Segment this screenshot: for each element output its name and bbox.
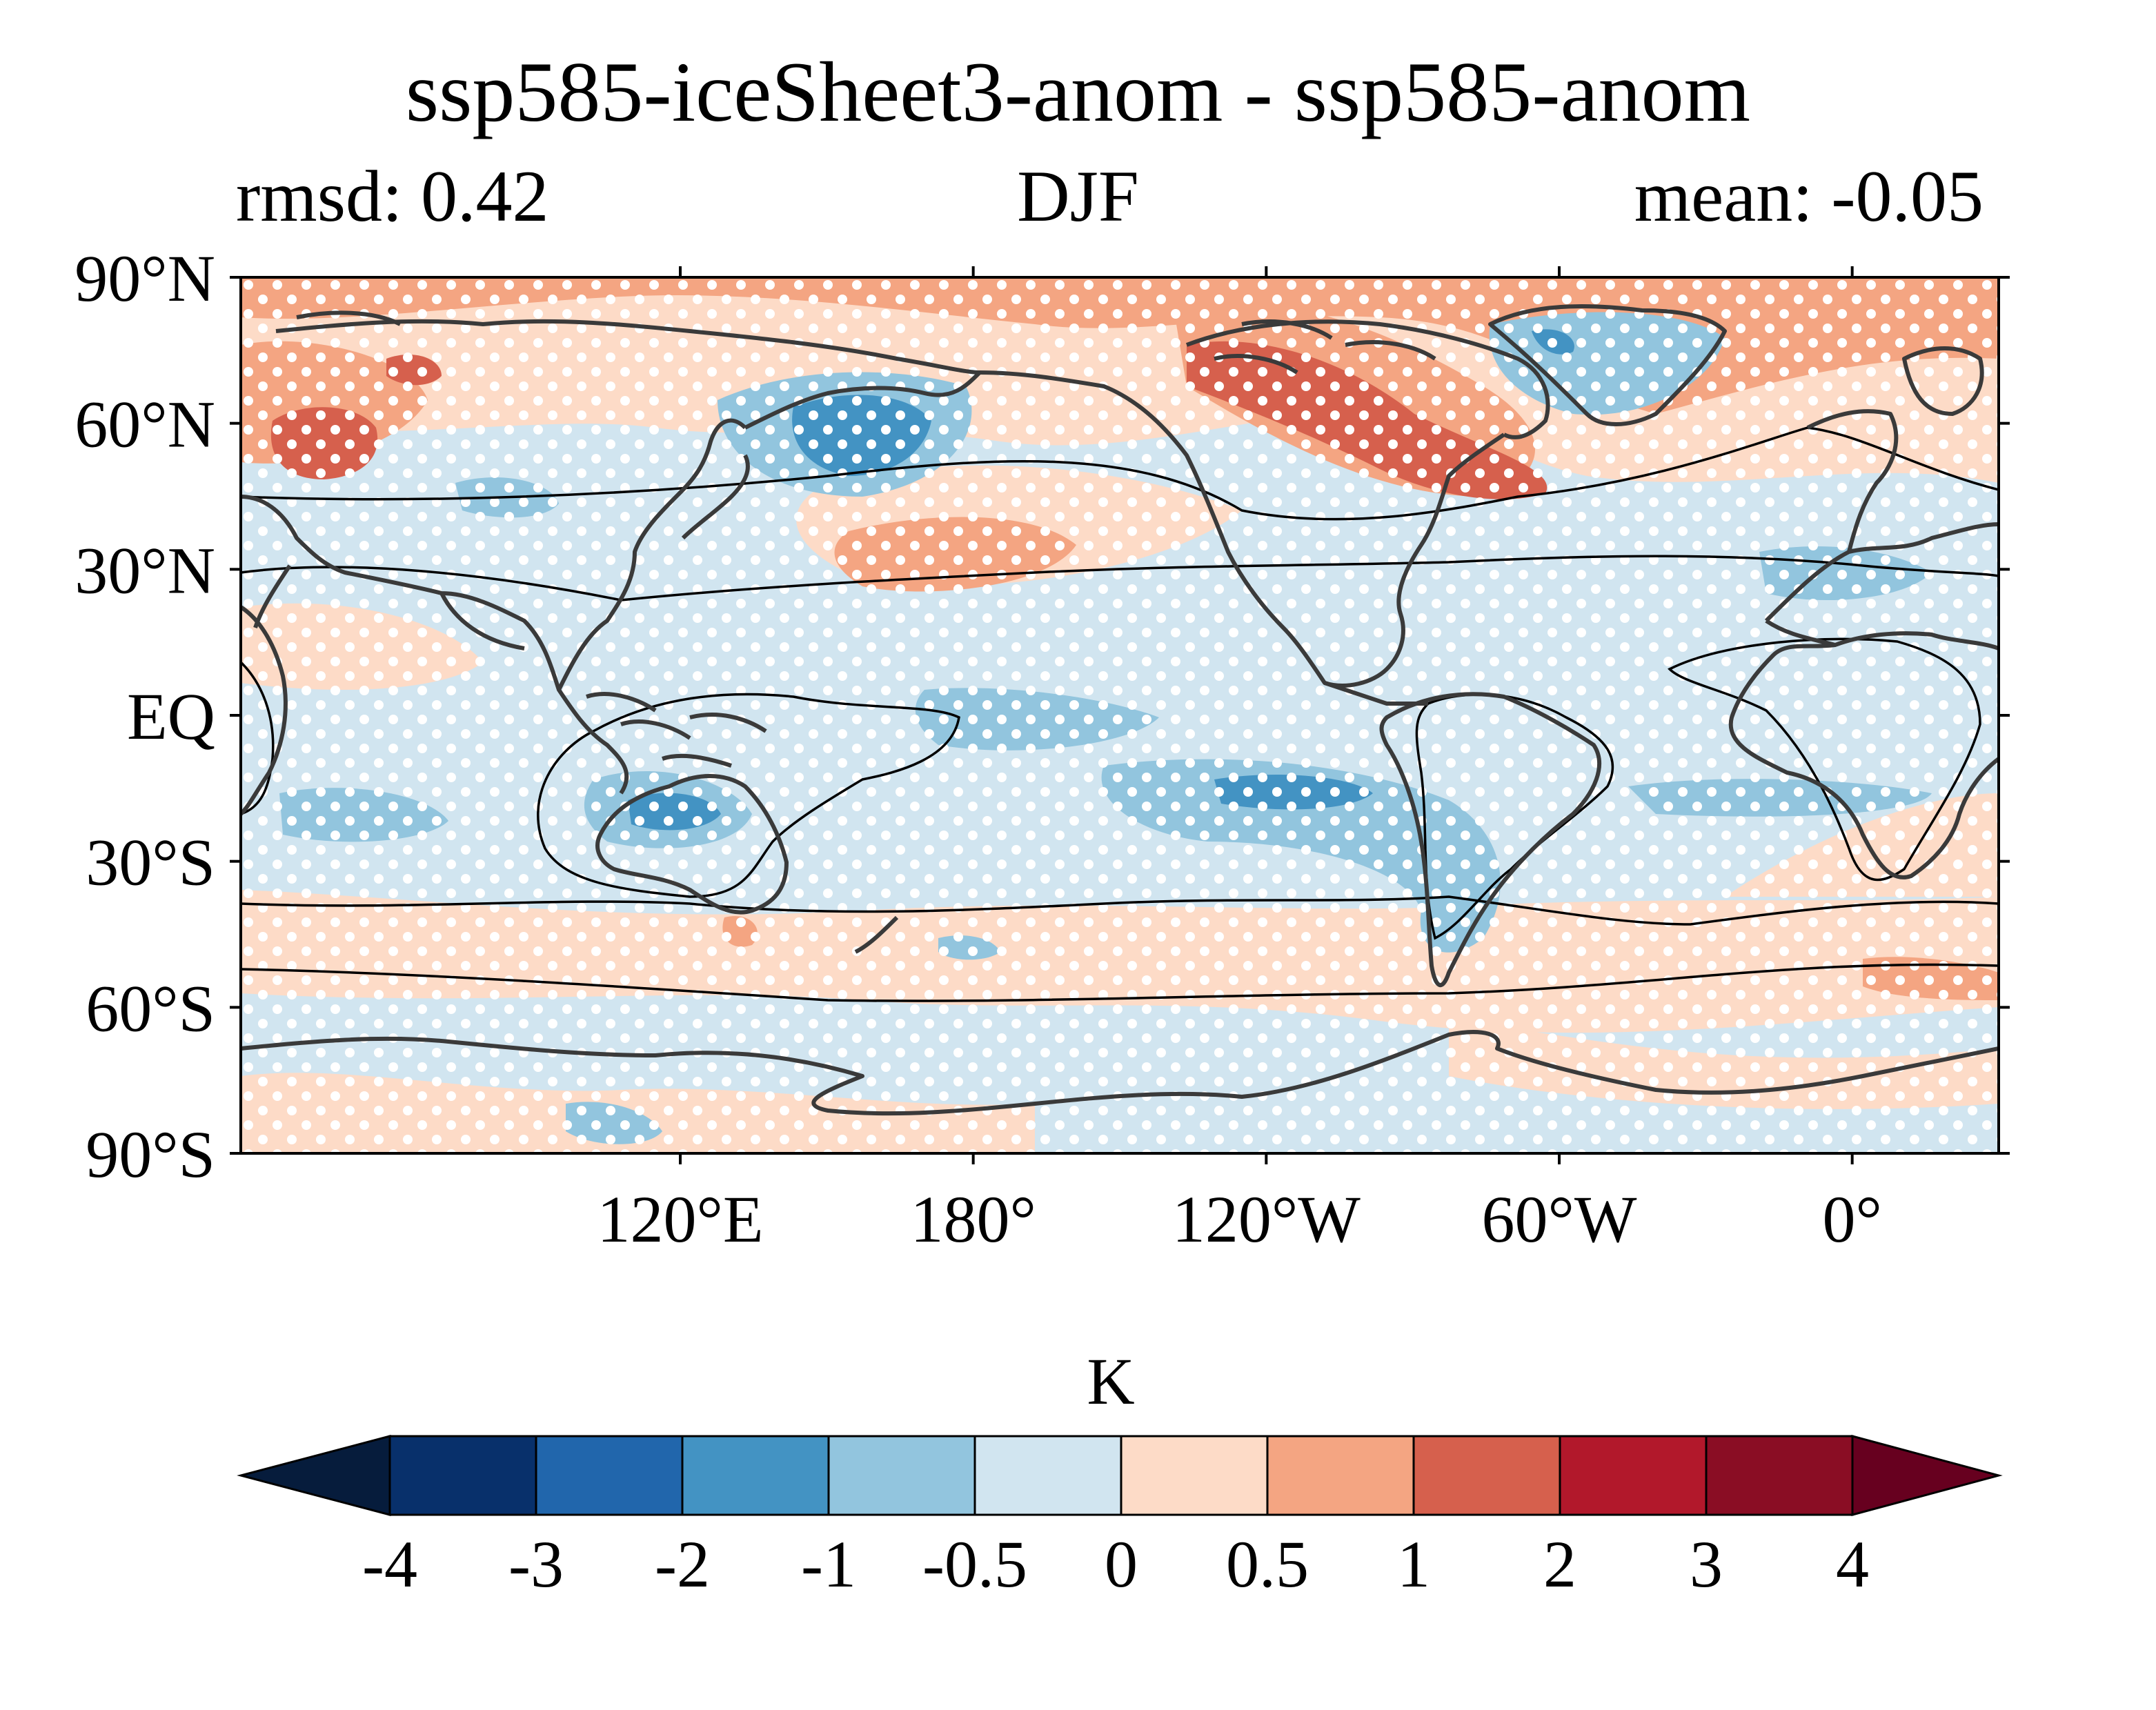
colorbar-tick-label: -1 — [801, 1527, 856, 1601]
colorbar: K -4 -3 -2 -1 -0.5 0 0.5 1 2 3 4 — [237, 1344, 2003, 1601]
lat-label: EQ — [127, 679, 215, 753]
lat-label: 60°N — [75, 388, 215, 461]
latitude-ticks — [230, 276, 2010, 1155]
lon-label: 60°W — [1482, 1182, 1637, 1256]
lat-label: 30°N — [75, 533, 215, 607]
lon-label: 180° — [910, 1182, 1036, 1256]
lat-label: 60°S — [86, 971, 215, 1045]
colorbar-tick-label: 2 — [1543, 1527, 1576, 1601]
longitude-ticks — [679, 266, 1854, 1164]
colorbar-bin — [1559, 1435, 1708, 1516]
lat-label: 90°N — [75, 241, 215, 315]
lon-label: 0° — [1822, 1182, 1881, 1256]
map-title: ssp585-iceSheet3-anom - ssp585-anom — [405, 45, 1751, 139]
mean-label: mean: -0.05 — [1634, 156, 1984, 237]
colorbar-bin — [1412, 1435, 1561, 1516]
colorbar-bin — [535, 1435, 684, 1516]
colorbar-tick-label: -2 — [655, 1527, 710, 1601]
colorbar-tick-label: 0 — [1105, 1527, 1138, 1601]
significance-stippling — [241, 277, 1999, 1153]
lat-label: 30°S — [86, 826, 215, 899]
lon-label: 120°W — [1172, 1182, 1361, 1256]
lat-label: 90°S — [86, 1117, 215, 1191]
colorbar-bin — [827, 1435, 976, 1516]
colorbar-over-triangle — [1851, 1435, 2003, 1516]
colorbar-under-triangle — [237, 1435, 391, 1516]
colorbar-tick-label: 3 — [1690, 1527, 1723, 1601]
colorbar-label: K — [1087, 1344, 1134, 1418]
lon-label: 120°E — [597, 1182, 763, 1256]
latitude-labels: 90°N 60°N 30°N EQ 30°S 60°S 90°S — [75, 241, 215, 1191]
colorbar-tick-label: -0.5 — [922, 1527, 1027, 1601]
colorbar-bin — [388, 1435, 537, 1516]
colorbar-bin — [1120, 1435, 1269, 1516]
climatology-contours — [241, 426, 1999, 1002]
colorbar-tick-label: -4 — [362, 1527, 417, 1601]
season-label: DJF — [1017, 156, 1139, 237]
colorbar-bin — [973, 1435, 1122, 1516]
colorbar-tick-label: -3 — [508, 1527, 564, 1601]
coastlines — [241, 304, 1999, 1116]
rmsd-label: rmsd: 0.42 — [236, 156, 549, 237]
colorbar-bin — [1705, 1435, 1854, 1516]
colorbar-tick-label: 0.5 — [1226, 1527, 1309, 1601]
colorbar-tick-label: 1 — [1397, 1527, 1430, 1601]
colorbar-tick-label: 4 — [1836, 1527, 1869, 1601]
longitude-labels: 120°E 180° 120°W 60°W 0° — [597, 1182, 1881, 1256]
colorbar-bin — [681, 1435, 830, 1516]
colorbar-bin — [1266, 1435, 1415, 1516]
